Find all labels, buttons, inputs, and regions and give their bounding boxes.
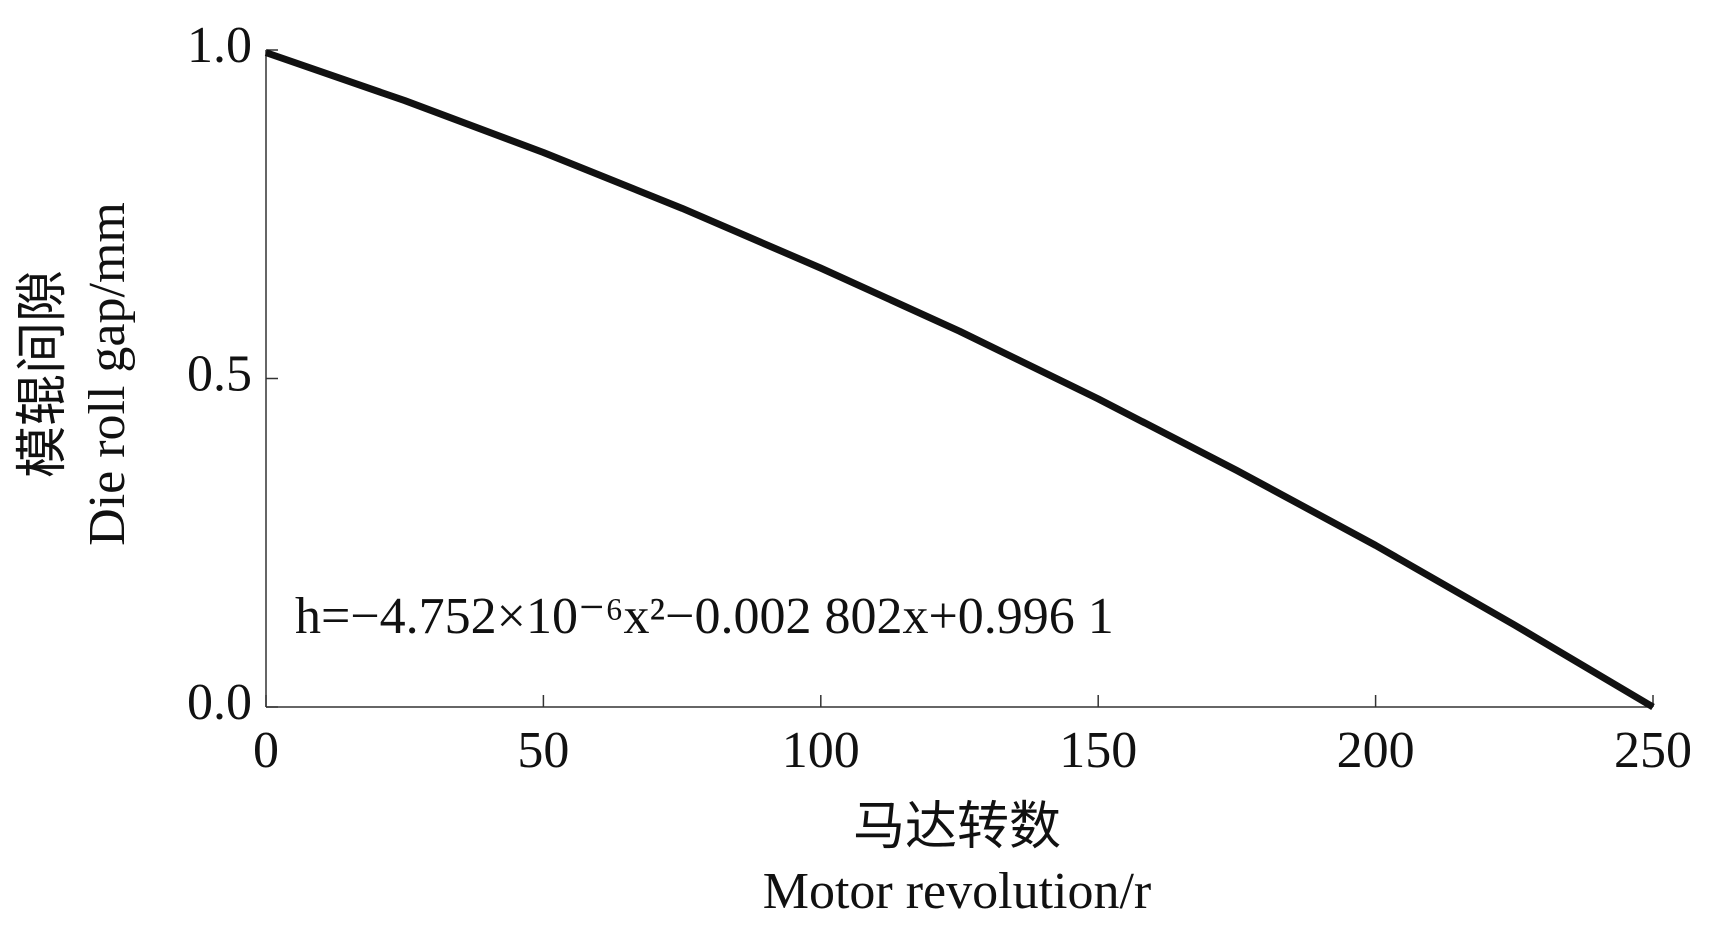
y-tick-label: 1.0	[187, 17, 252, 74]
x-tick-label: 200	[1337, 722, 1415, 779]
data-line	[264, 49, 1655, 711]
x-tick-label: 250	[1614, 722, 1692, 779]
x-axis-label: 马达转数	[853, 799, 1061, 856]
equation-annotation: h=−4.752×10⁻⁶x²−0.002 802x+0.996 1	[295, 588, 1114, 645]
x-tick-label: 100	[782, 722, 860, 779]
y-tick-label: 0.5	[187, 345, 252, 402]
x-tick-label: 0	[253, 722, 279, 779]
x-axis-label: Motor revolution/r	[763, 863, 1152, 920]
y-tick-label: 0.0	[187, 674, 252, 731]
x-tick-label: 50	[517, 722, 569, 779]
x-tick-label: 150	[1059, 722, 1137, 779]
y-axis-label: Die roll gap/mm	[79, 202, 136, 546]
y-axis-label: 模辊间隙	[15, 270, 72, 478]
